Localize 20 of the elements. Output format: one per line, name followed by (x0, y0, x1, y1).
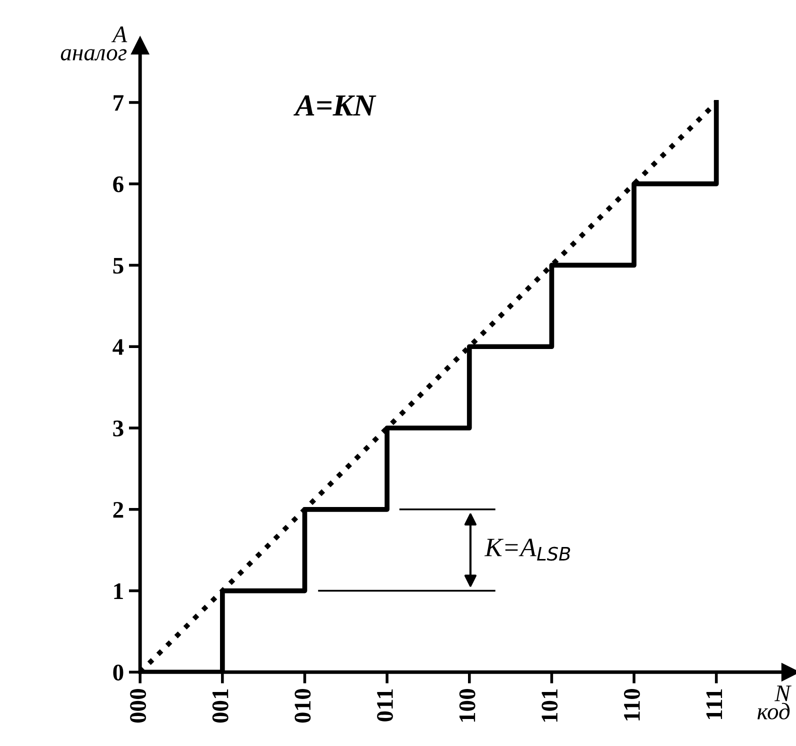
x-tick-label: 000 (130, 689, 146, 723)
x-tick-label: 010 (294, 689, 311, 723)
y-tick-label: 1 (114, 583, 123, 599)
y-tick-label: 6 (113, 176, 124, 192)
y-axis-title: A аналог (60, 26, 128, 60)
x-tick-label: 011 (377, 689, 393, 722)
x-tick-label: 100 (459, 689, 476, 722)
y-tick-label: 3 (113, 420, 124, 436)
x-tick-label: 111 (706, 689, 722, 720)
x-tick-label: 110 (624, 689, 640, 720)
annotation: A=KN (293, 95, 376, 116)
x-axis-title: N код (758, 686, 792, 720)
y-tick-label: 5 (113, 258, 124, 274)
y-tick-label: 0 (113, 664, 124, 681)
y-tick-label: 2 (113, 502, 124, 518)
y-tick-label: 4 (112, 339, 124, 355)
x-tick-label: 101 (542, 689, 558, 722)
annotation: K=A$_{LSB}$ (484, 538, 570, 561)
y-tick-label: 7 (114, 95, 124, 111)
x-tick-label: 001 (212, 689, 228, 723)
